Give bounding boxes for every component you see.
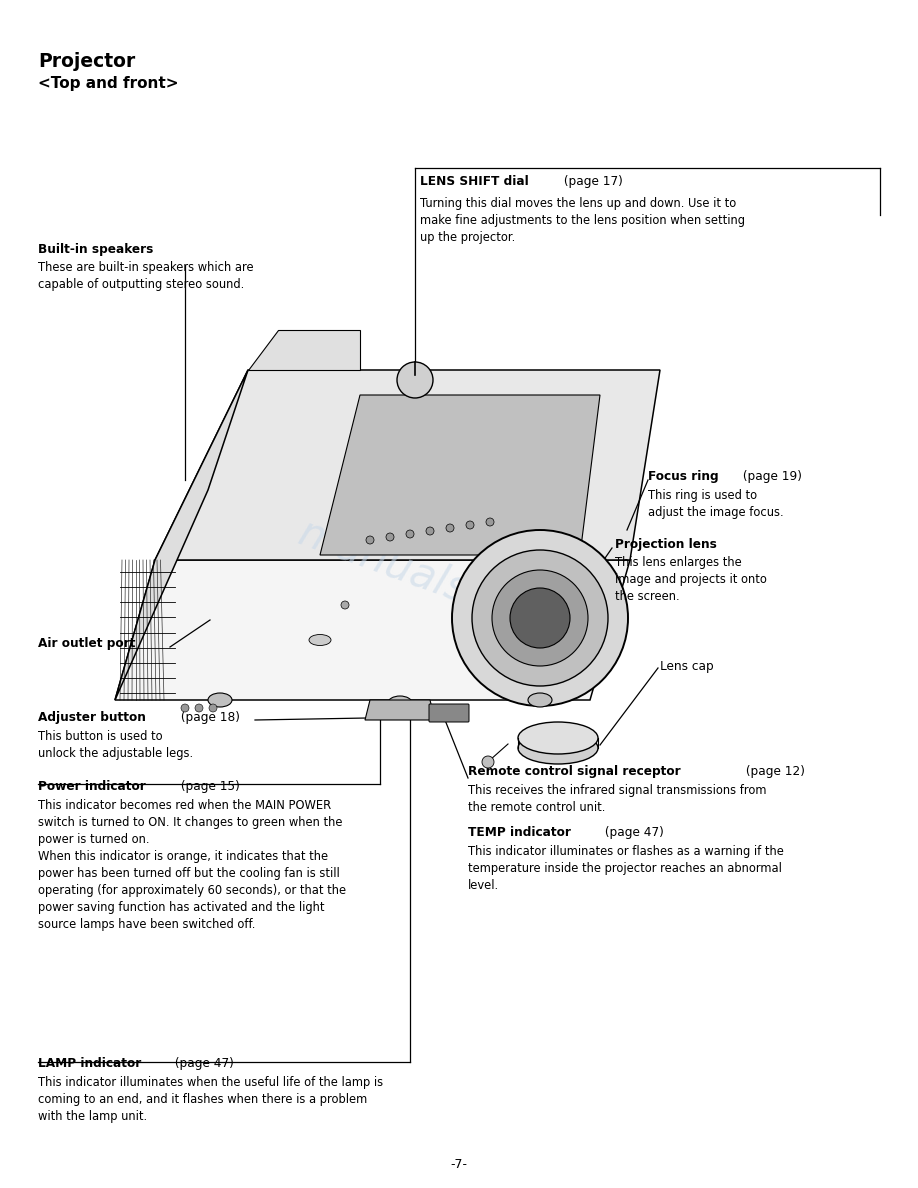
Text: This lens enlarges the
image and projects it onto
the screen.: This lens enlarges the image and project… — [615, 556, 767, 604]
Text: These are built-in speakers which are
capable of outputting stereo sound.: These are built-in speakers which are ca… — [38, 261, 253, 291]
Circle shape — [492, 570, 588, 666]
Text: This button is used to
unlock the adjustable legs.: This button is used to unlock the adjust… — [38, 729, 193, 760]
Ellipse shape — [518, 732, 598, 764]
Circle shape — [341, 601, 349, 609]
Text: Power indicator: Power indicator — [38, 781, 146, 794]
Text: (page 19): (page 19) — [739, 470, 802, 484]
Text: Turning this dial moves the lens up and down. Use it to
make fine adjustments to: Turning this dial moves the lens up and … — [420, 197, 745, 244]
Circle shape — [446, 524, 454, 532]
Text: Built-in speakers: Built-in speakers — [38, 244, 153, 255]
Text: Lens cap: Lens cap — [660, 661, 714, 672]
Polygon shape — [115, 560, 630, 700]
Polygon shape — [248, 330, 360, 369]
Text: <Top and front>: <Top and front> — [38, 76, 178, 91]
Text: -7-: -7- — [451, 1158, 467, 1171]
Circle shape — [426, 527, 434, 535]
Ellipse shape — [518, 722, 598, 754]
Circle shape — [486, 518, 494, 526]
Ellipse shape — [528, 693, 552, 707]
Circle shape — [386, 533, 394, 541]
Polygon shape — [320, 394, 600, 555]
Circle shape — [482, 756, 494, 767]
Ellipse shape — [388, 696, 412, 710]
Text: (page 18): (page 18) — [177, 710, 241, 723]
Circle shape — [366, 536, 374, 544]
Circle shape — [181, 704, 189, 712]
Text: (page 12): (page 12) — [743, 765, 805, 778]
Text: This indicator becomes red when the MAIN POWER
switch is turned to ON. It change: This indicator becomes red when the MAIN… — [38, 800, 346, 931]
Text: This indicator illuminates or flashes as a warning if the
temperature inside the: This indicator illuminates or flashes as… — [468, 845, 784, 892]
Text: LAMP indicator: LAMP indicator — [38, 1057, 141, 1070]
Ellipse shape — [309, 634, 331, 645]
Text: This ring is used to
adjust the image focus.: This ring is used to adjust the image fo… — [648, 489, 784, 519]
Text: Air outlet port: Air outlet port — [38, 637, 135, 650]
Text: LENS SHIFT dial: LENS SHIFT dial — [420, 175, 529, 188]
Polygon shape — [115, 369, 248, 700]
Circle shape — [452, 530, 628, 706]
Text: (page 17): (page 17) — [560, 175, 623, 188]
Text: Adjuster button: Adjuster button — [38, 710, 146, 723]
Text: (page 47): (page 47) — [600, 826, 664, 839]
Text: TEMP indicator: TEMP indicator — [468, 826, 571, 839]
Polygon shape — [155, 369, 660, 560]
Text: (page 47): (page 47) — [172, 1057, 234, 1070]
Circle shape — [195, 704, 203, 712]
Text: Projection lens: Projection lens — [615, 538, 717, 551]
Text: This receives the infrared signal transmissions from
the remote control unit.: This receives the infrared signal transm… — [468, 784, 767, 814]
Text: Remote control signal receptor: Remote control signal receptor — [468, 765, 680, 778]
Circle shape — [397, 362, 433, 398]
Ellipse shape — [208, 693, 232, 707]
Circle shape — [510, 588, 570, 647]
Text: (page 15): (page 15) — [177, 781, 240, 794]
Circle shape — [209, 704, 217, 712]
Text: manualsive.com: manualsive.com — [292, 512, 628, 668]
Circle shape — [472, 550, 608, 685]
Polygon shape — [365, 700, 435, 720]
Text: Focus ring: Focus ring — [648, 470, 719, 484]
Text: This indicator illuminates when the useful life of the lamp is
coming to an end,: This indicator illuminates when the usef… — [38, 1076, 383, 1123]
Text: Projector: Projector — [38, 52, 135, 71]
FancyBboxPatch shape — [429, 704, 469, 722]
Circle shape — [406, 530, 414, 538]
Circle shape — [466, 522, 474, 529]
